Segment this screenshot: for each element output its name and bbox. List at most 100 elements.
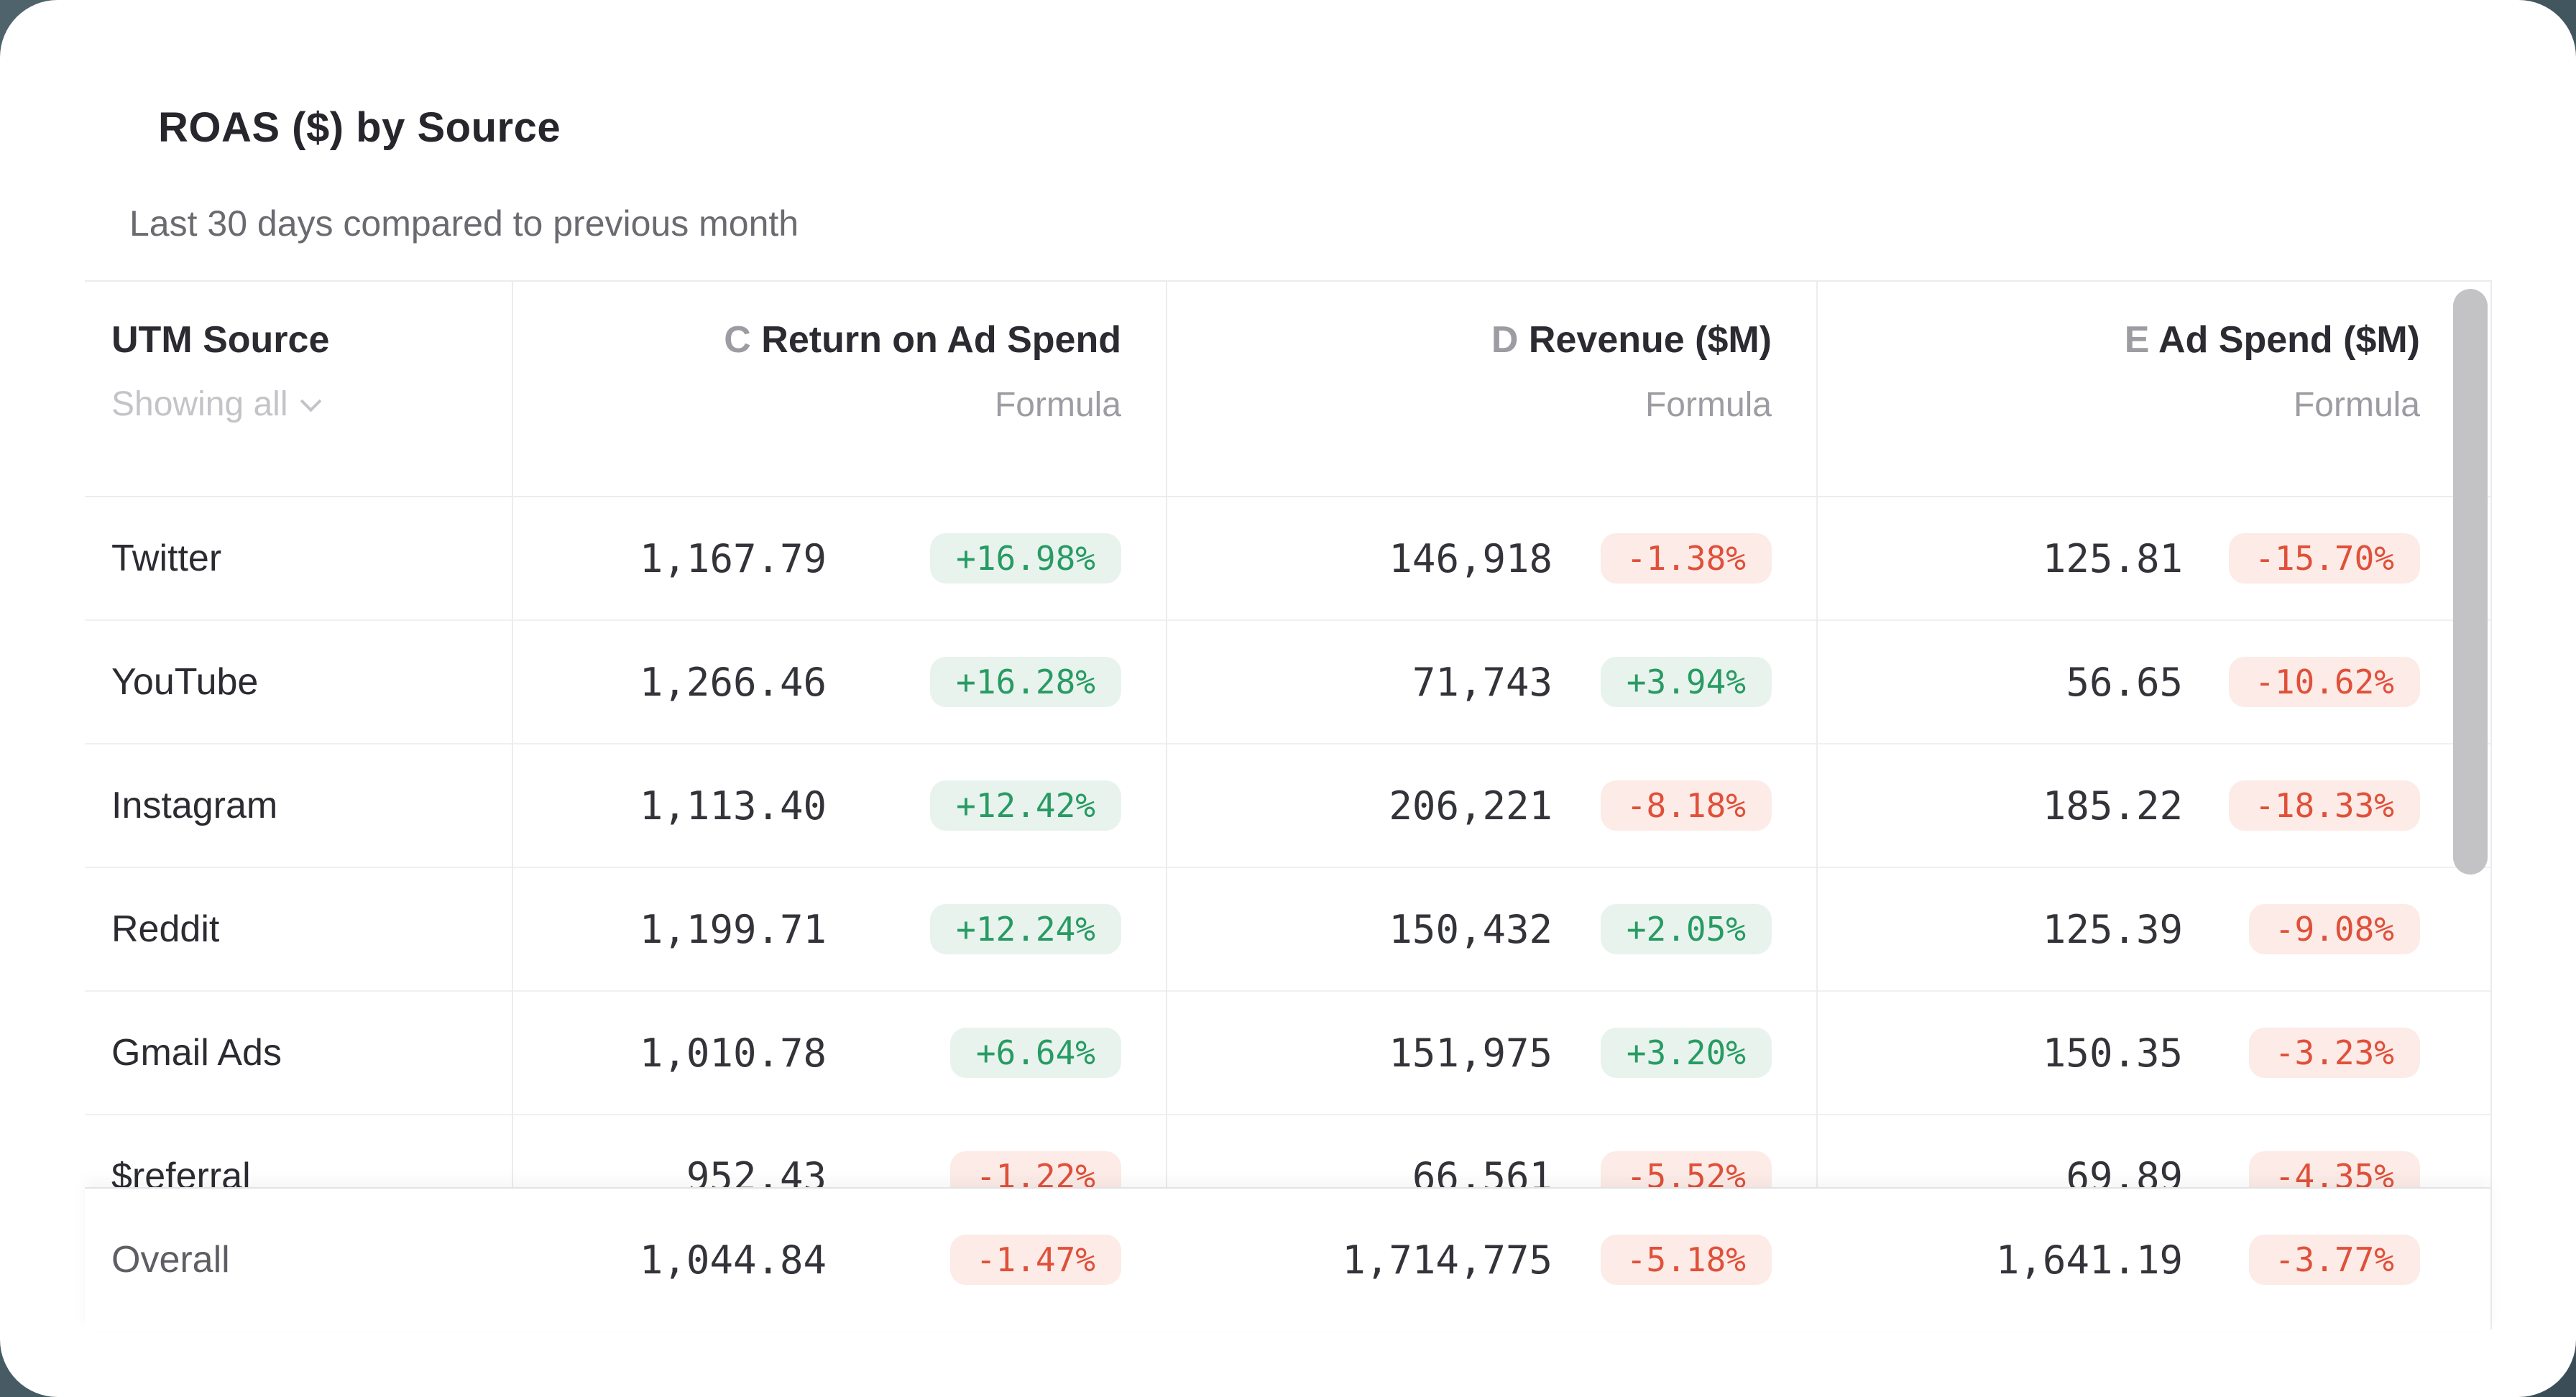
revenue-value: 151,975 <box>1389 1030 1552 1076</box>
delta-badge: +16.98% <box>930 533 1121 584</box>
widget-subtitle: Last 30 days compared to previous month <box>129 203 799 244</box>
table-row-reddit: Reddit 1,199.71 +12.24% 150,432 +2.05% 1… <box>85 868 2490 992</box>
delta-badge: -18.33% <box>2229 780 2420 831</box>
column-header-utm-source: UTM Source Showing all <box>85 282 512 496</box>
table-row-instagram: Instagram 1,113.40 +12.42% 206,221 -8.18… <box>85 744 2490 868</box>
row-source-label: Gmail Ads <box>111 1032 282 1074</box>
delta-badge: +12.24% <box>930 904 1121 954</box>
table-header-row: UTM Source Showing all C Return on Ad Sp… <box>85 282 2490 497</box>
column-header-revenue[interactable]: D Revenue ($M) Formula <box>1166 282 1816 496</box>
ad-spend-value: 1,641.19 <box>1995 1237 2183 1283</box>
delta-badge: -5.18% <box>1600 1235 1772 1285</box>
row-source-label: Instagram <box>111 785 278 826</box>
roas-value: 1,044.84 <box>639 1237 827 1283</box>
revenue-value: 146,918 <box>1389 535 1552 581</box>
delta-badge: -4.35% <box>2248 1151 2420 1187</box>
delta-badge: +6.64% <box>949 1028 1121 1078</box>
roas-value: 1,266.46 <box>639 659 827 705</box>
delta-badge: +12.42% <box>930 780 1121 831</box>
footer-source-label: Overall <box>111 1239 230 1281</box>
roas-cell: 1,266.46 +16.28% <box>512 621 1166 743</box>
footer-ad-spend-cell: 1,641.19 -3.77% <box>1816 1189 2492 1331</box>
revenue-value: 206,221 <box>1389 783 1552 829</box>
column-header-roas[interactable]: C Return on Ad Spend Formula <box>512 282 1166 496</box>
ad-spend-cell: 150.35 -3.23% <box>1816 992 2490 1114</box>
table-body-scroll-area[interactable]: Twitter 1,167.79 +16.98% 146,918 -1.38% … <box>85 497 2490 1187</box>
revenue-cell: 151,975 +3.20% <box>1166 992 1816 1114</box>
delta-badge: -9.08% <box>2248 904 2420 954</box>
roas-cell: 1,167.79 +16.98% <box>512 497 1166 619</box>
delta-badge: -10.62% <box>2229 657 2420 707</box>
row-source-label: YouTube <box>111 661 259 703</box>
column-header-ad-spend[interactable]: E Ad Spend ($M) Formula <box>1816 282 2492 496</box>
ad-spend-value: 56.65 <box>2066 659 2183 705</box>
delta-badge: -3.23% <box>2248 1028 2420 1078</box>
roas-value: 1,167.79 <box>639 535 827 581</box>
table-footer-overall: Overall 1,044.84 -1.47% 1,714,775 -5.18%… <box>85 1187 2490 1331</box>
column-divider <box>1166 282 1167 1187</box>
delta-badge: -3.77% <box>2248 1235 2420 1285</box>
column-label-roas: Return on Ad Spend <box>761 319 1121 361</box>
vertical-scrollbar-thumb[interactable] <box>2453 289 2488 875</box>
utm-source-header-label: UTM Source <box>111 319 330 361</box>
ad-spend-cell: 185.22 -18.33% <box>1816 744 2490 867</box>
chevron-down-icon <box>300 390 322 412</box>
widget-title: ROAS ($) by Source <box>158 104 561 151</box>
column-letter-d: D <box>1491 319 1519 361</box>
revenue-cell: 150,432 +2.05% <box>1166 868 1816 990</box>
footer-revenue-cell: 1,714,775 -5.18% <box>1166 1189 1816 1331</box>
column-label-revenue: Revenue ($M) <box>1528 319 1772 361</box>
column-subheader-formula: Formula <box>994 386 1121 424</box>
roas-cell: 1,010.78 +6.64% <box>512 992 1166 1114</box>
column-subheader-formula: Formula <box>2293 386 2420 424</box>
table-row-referral: $referral 952.43 -1.22% 66,561 -5.52% 69… <box>85 1115 2490 1187</box>
delta-badge: -1.47% <box>949 1235 1121 1285</box>
column-label-ad-spend: Ad Spend ($M) <box>2158 319 2420 361</box>
row-source-label: $referral <box>111 1156 251 1187</box>
ad-spend-value: 125.81 <box>2042 535 2183 581</box>
column-letter-c: C <box>724 319 751 361</box>
ad-spend-value: 69.89 <box>2066 1153 2183 1188</box>
revenue-value: 150,432 <box>1389 906 1552 952</box>
revenue-value: 66,561 <box>1412 1153 1552 1188</box>
ad-spend-cell: 56.65 -10.62% <box>1816 621 2490 743</box>
source-filter-dropdown[interactable]: Showing all <box>111 384 322 425</box>
delta-badge: -15.70% <box>2229 533 2420 584</box>
column-subheader-formula: Formula <box>1644 386 1772 424</box>
source-filter-label: Showing all <box>111 385 288 423</box>
table-row-youtube: YouTube 1,266.46 +16.28% 71,743 +3.94% 5… <box>85 621 2490 744</box>
ad-spend-value: 150.35 <box>2042 1030 2183 1076</box>
roas-value: 1,113.40 <box>639 783 827 829</box>
delta-badge: +3.94% <box>1600 657 1772 707</box>
delta-badge: +3.20% <box>1600 1028 1772 1078</box>
footer-roas-cell: 1,044.84 -1.47% <box>512 1189 1166 1331</box>
delta-badge: -1.22% <box>949 1151 1121 1187</box>
row-source-label: Twitter <box>111 538 222 579</box>
delta-badge: -8.18% <box>1600 780 1772 831</box>
roas-cell: 1,113.40 +12.42% <box>512 744 1166 867</box>
roas-value: 952.43 <box>686 1153 827 1188</box>
delta-badge: +2.05% <box>1600 904 1772 954</box>
delta-badge: -1.38% <box>1600 533 1772 584</box>
delta-badge: +16.28% <box>930 657 1121 707</box>
revenue-value: 1,714,775 <box>1342 1237 1552 1283</box>
roas-value: 1,199.71 <box>639 906 827 952</box>
ad-spend-cell: 125.39 -9.08% <box>1816 868 2490 990</box>
roas-cell: 952.43 -1.22% <box>512 1115 1166 1187</box>
ad-spend-cell: 125.81 -15.70% <box>1816 497 2490 619</box>
column-letter-e: E <box>2124 319 2150 361</box>
roas-cell: 1,199.71 +12.24% <box>512 868 1166 990</box>
revenue-cell: 66,561 -5.52% <box>1166 1115 1816 1187</box>
roas-table: UTM Source Showing all C Return on Ad Sp… <box>85 280 2492 1331</box>
roas-value: 1,010.78 <box>639 1030 827 1076</box>
table-row-twitter: Twitter 1,167.79 +16.98% 146,918 -1.38% … <box>85 497 2490 621</box>
revenue-cell: 206,221 -8.18% <box>1166 744 1816 867</box>
ad-spend-value: 185.22 <box>2042 783 2183 829</box>
revenue-cell: 71,743 +3.94% <box>1166 621 1816 743</box>
column-divider <box>1816 282 1818 1187</box>
table-row-gmail-ads: Gmail Ads 1,010.78 +6.64% 151,975 +3.20%… <box>85 992 2490 1115</box>
delta-badge: -5.52% <box>1600 1151 1772 1187</box>
ad-spend-value: 125.39 <box>2042 906 2183 952</box>
